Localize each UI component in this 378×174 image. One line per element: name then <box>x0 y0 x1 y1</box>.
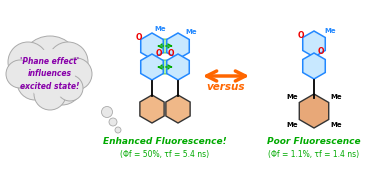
Polygon shape <box>167 54 189 80</box>
Polygon shape <box>303 53 325 79</box>
Text: Me: Me <box>154 26 166 32</box>
Polygon shape <box>167 33 189 59</box>
Text: O: O <box>156 49 162 58</box>
Ellipse shape <box>147 39 183 53</box>
Polygon shape <box>141 33 163 59</box>
Circle shape <box>115 127 121 133</box>
Text: O: O <box>136 33 142 42</box>
Circle shape <box>34 78 66 110</box>
Text: Poor Fluorescence: Poor Fluorescence <box>267 137 361 147</box>
Text: versus: versus <box>207 82 245 92</box>
Text: 'Phane effect'
influences
excited state!: 'Phane effect' influences excited state! <box>20 57 80 91</box>
Text: O: O <box>298 30 304 39</box>
Polygon shape <box>303 31 325 57</box>
Text: O: O <box>168 49 174 58</box>
Ellipse shape <box>147 60 183 74</box>
Circle shape <box>8 42 48 82</box>
Circle shape <box>42 65 82 105</box>
Circle shape <box>6 60 34 88</box>
Circle shape <box>57 75 83 101</box>
Text: O: O <box>318 48 324 57</box>
Text: Me: Me <box>185 29 197 35</box>
Text: Me: Me <box>330 122 342 128</box>
Circle shape <box>25 49 75 99</box>
Text: Me: Me <box>330 94 342 100</box>
Circle shape <box>60 58 92 90</box>
Text: Enhanced Fluorescence!: Enhanced Fluorescence! <box>103 137 227 147</box>
Text: Me: Me <box>286 94 298 100</box>
Polygon shape <box>140 95 164 123</box>
Polygon shape <box>141 54 163 80</box>
Circle shape <box>17 64 53 100</box>
Text: (Φf = 50%, τf = 5.4 ns): (Φf = 50%, τf = 5.4 ns) <box>121 149 209 159</box>
Text: Me: Me <box>286 122 298 128</box>
Text: (Φf = 1.1%, τf = 1.4 ns): (Φf = 1.1%, τf = 1.4 ns) <box>268 149 359 159</box>
Text: Me: Me <box>324 28 336 34</box>
Polygon shape <box>166 95 190 123</box>
Circle shape <box>20 36 80 96</box>
Circle shape <box>48 42 88 82</box>
Circle shape <box>109 118 117 126</box>
Circle shape <box>102 106 113 117</box>
Polygon shape <box>299 94 329 128</box>
